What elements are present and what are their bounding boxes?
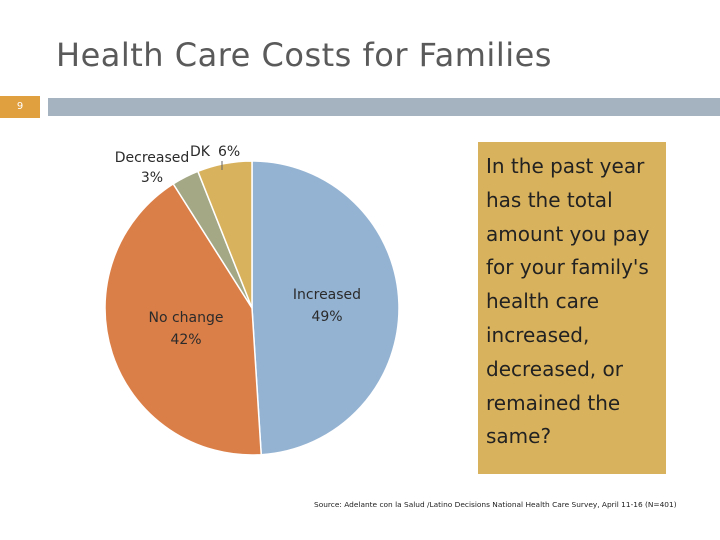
pie-slice-dk xyxy=(196,160,253,309)
slice-label-dk-name: DK xyxy=(190,144,211,160)
slice-label-increased-value: 49% xyxy=(311,309,342,325)
slice-label-increased-name: Increased xyxy=(293,287,361,303)
source-note: Source: Adelante con la Salud /Latino De… xyxy=(314,500,677,509)
pie-slice-no-change xyxy=(104,182,263,456)
slice-label-dk-value: 6% xyxy=(218,144,240,160)
slice-label-decreased-name: Decreased xyxy=(115,150,190,166)
pie-slices xyxy=(104,160,400,456)
slice-label-no-change-value: 42% xyxy=(170,332,201,348)
pie-slice-increased xyxy=(251,160,400,456)
survey-question: In the past year has the total amount yo… xyxy=(486,154,650,449)
slice-label-no-change-name: No change xyxy=(148,310,223,326)
slide-number: 9 xyxy=(16,101,24,112)
slice-label-decreased-value: 3% xyxy=(141,170,163,186)
slide-number-badge: 9 xyxy=(0,96,40,118)
slide-title: Health Care Costs for Families xyxy=(56,36,552,74)
question-box: In the past year has the total amount yo… xyxy=(478,142,666,474)
header-bar xyxy=(48,98,720,116)
